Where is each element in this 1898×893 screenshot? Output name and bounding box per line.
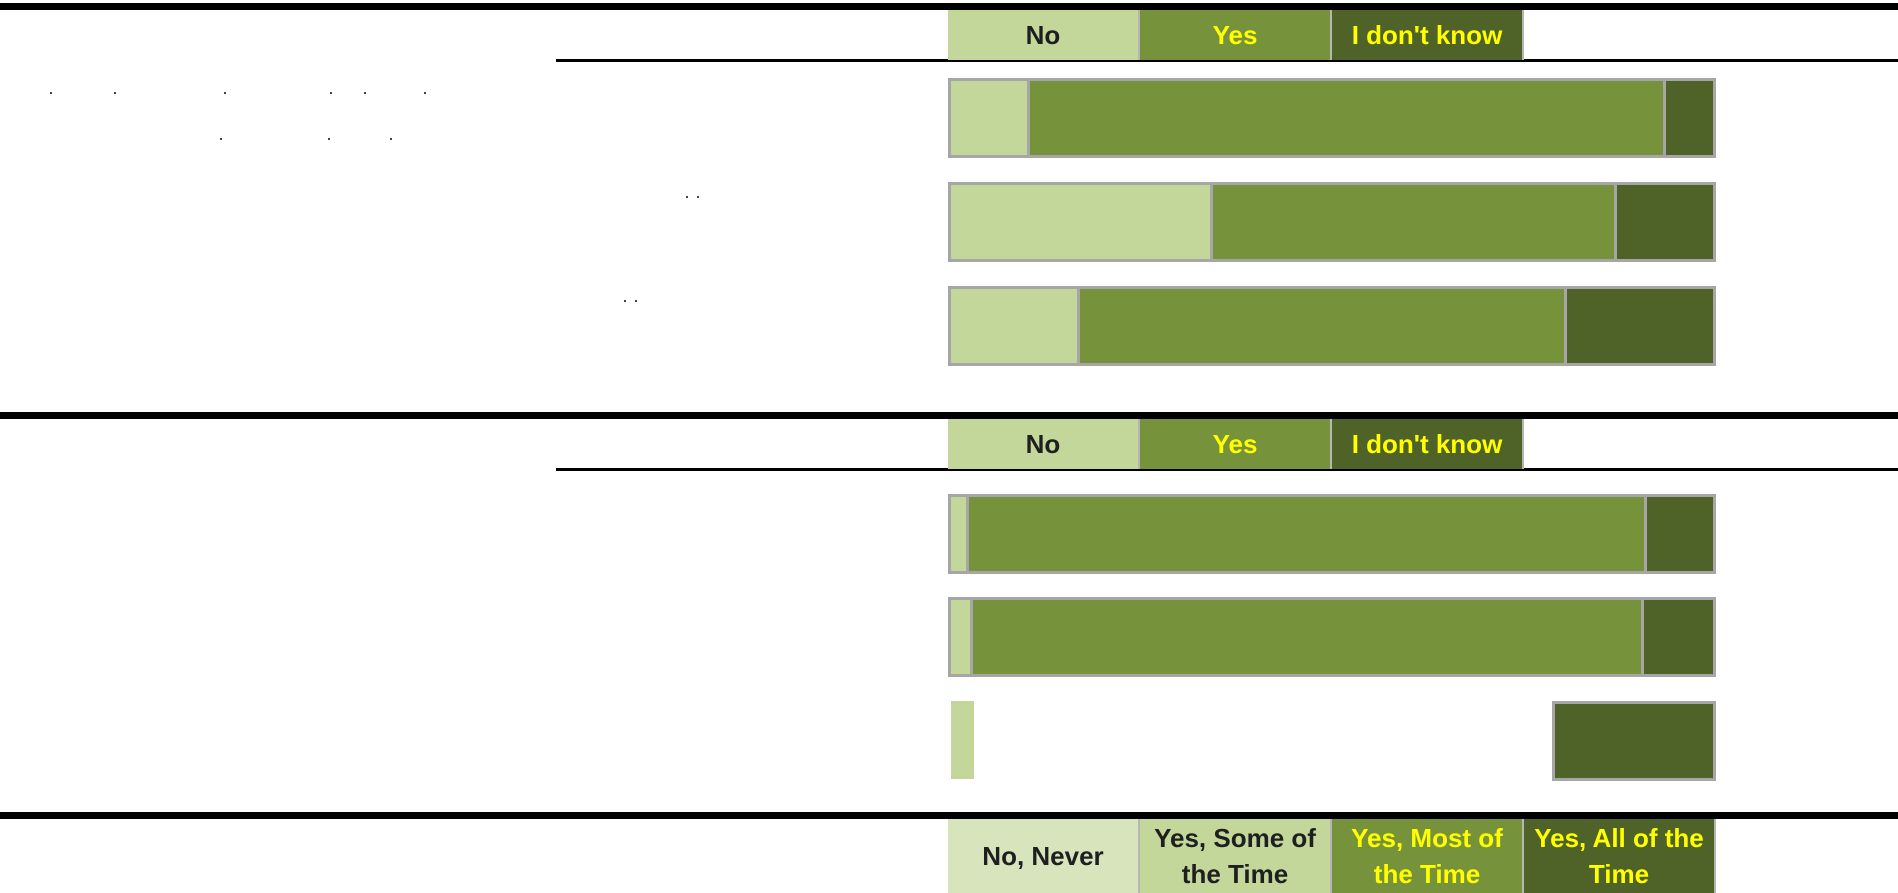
bar-segment-no (951, 185, 1211, 259)
section-2-header-rule (556, 468, 1898, 471)
bar-row (948, 597, 1716, 677)
bar-segment-dont-know (1640, 600, 1713, 674)
legend-3-all: Yes, All of the Time (1524, 819, 1716, 893)
section-1-header-rule (556, 59, 1898, 62)
text-artifact (224, 92, 226, 94)
bar-row (948, 494, 1716, 574)
text-artifact (114, 92, 116, 94)
section-1-top-rule (0, 3, 1898, 10)
bar-row (948, 78, 1716, 158)
bar-segment-yes (1027, 81, 1664, 155)
text-artifact (364, 92, 366, 94)
legend-1-dont-know: I don't know (1332, 10, 1524, 60)
text-artifact (220, 138, 222, 140)
text-artifact (635, 300, 637, 302)
legend-3-most: Yes, Most of the Time (1332, 819, 1524, 893)
legend-2-no: No (948, 419, 1140, 469)
bar-row (948, 701, 1716, 781)
text-artifact (390, 138, 392, 140)
bar-segment-yes (970, 600, 1641, 674)
bar-segment-yes (1210, 185, 1614, 259)
bar-segment-yes (1076, 289, 1565, 363)
text-artifact (330, 92, 332, 94)
bar-segment-no (951, 701, 974, 779)
text-artifact (624, 300, 626, 302)
bar-segment-yes (966, 497, 1645, 571)
section-2-top-rule (0, 412, 1898, 419)
text-artifact (686, 196, 688, 198)
section-3-top-rule (0, 812, 1898, 819)
bar-segment-no (951, 600, 971, 674)
bar-segment-dont-know (1551, 701, 1716, 781)
bar-segment-no (951, 497, 967, 571)
legend-2-yes: Yes (1140, 419, 1332, 469)
bar-segment-no (951, 289, 1077, 363)
text-artifact (697, 196, 699, 198)
bar-segment-dont-know (1613, 185, 1713, 259)
bar-segment-dont-know (1644, 497, 1713, 571)
bar-segment-dont-know (1564, 289, 1713, 363)
text-artifact (328, 138, 330, 140)
bar-segment-dont-know (1663, 81, 1713, 155)
legend-3-some: Yes, Some of the Time (1140, 819, 1332, 893)
legend-3-never: No, Never (948, 819, 1140, 893)
bar-row (948, 286, 1716, 366)
bar-row (948, 182, 1716, 262)
bar-segment-no (951, 81, 1028, 155)
bar-segment-yes (974, 701, 1552, 781)
legend-2-dont-know: I don't know (1332, 419, 1524, 469)
legend-1-no: No (948, 10, 1140, 60)
text-artifact (50, 92, 52, 94)
legend-1-yes: Yes (1140, 10, 1332, 60)
text-artifact (424, 92, 426, 94)
